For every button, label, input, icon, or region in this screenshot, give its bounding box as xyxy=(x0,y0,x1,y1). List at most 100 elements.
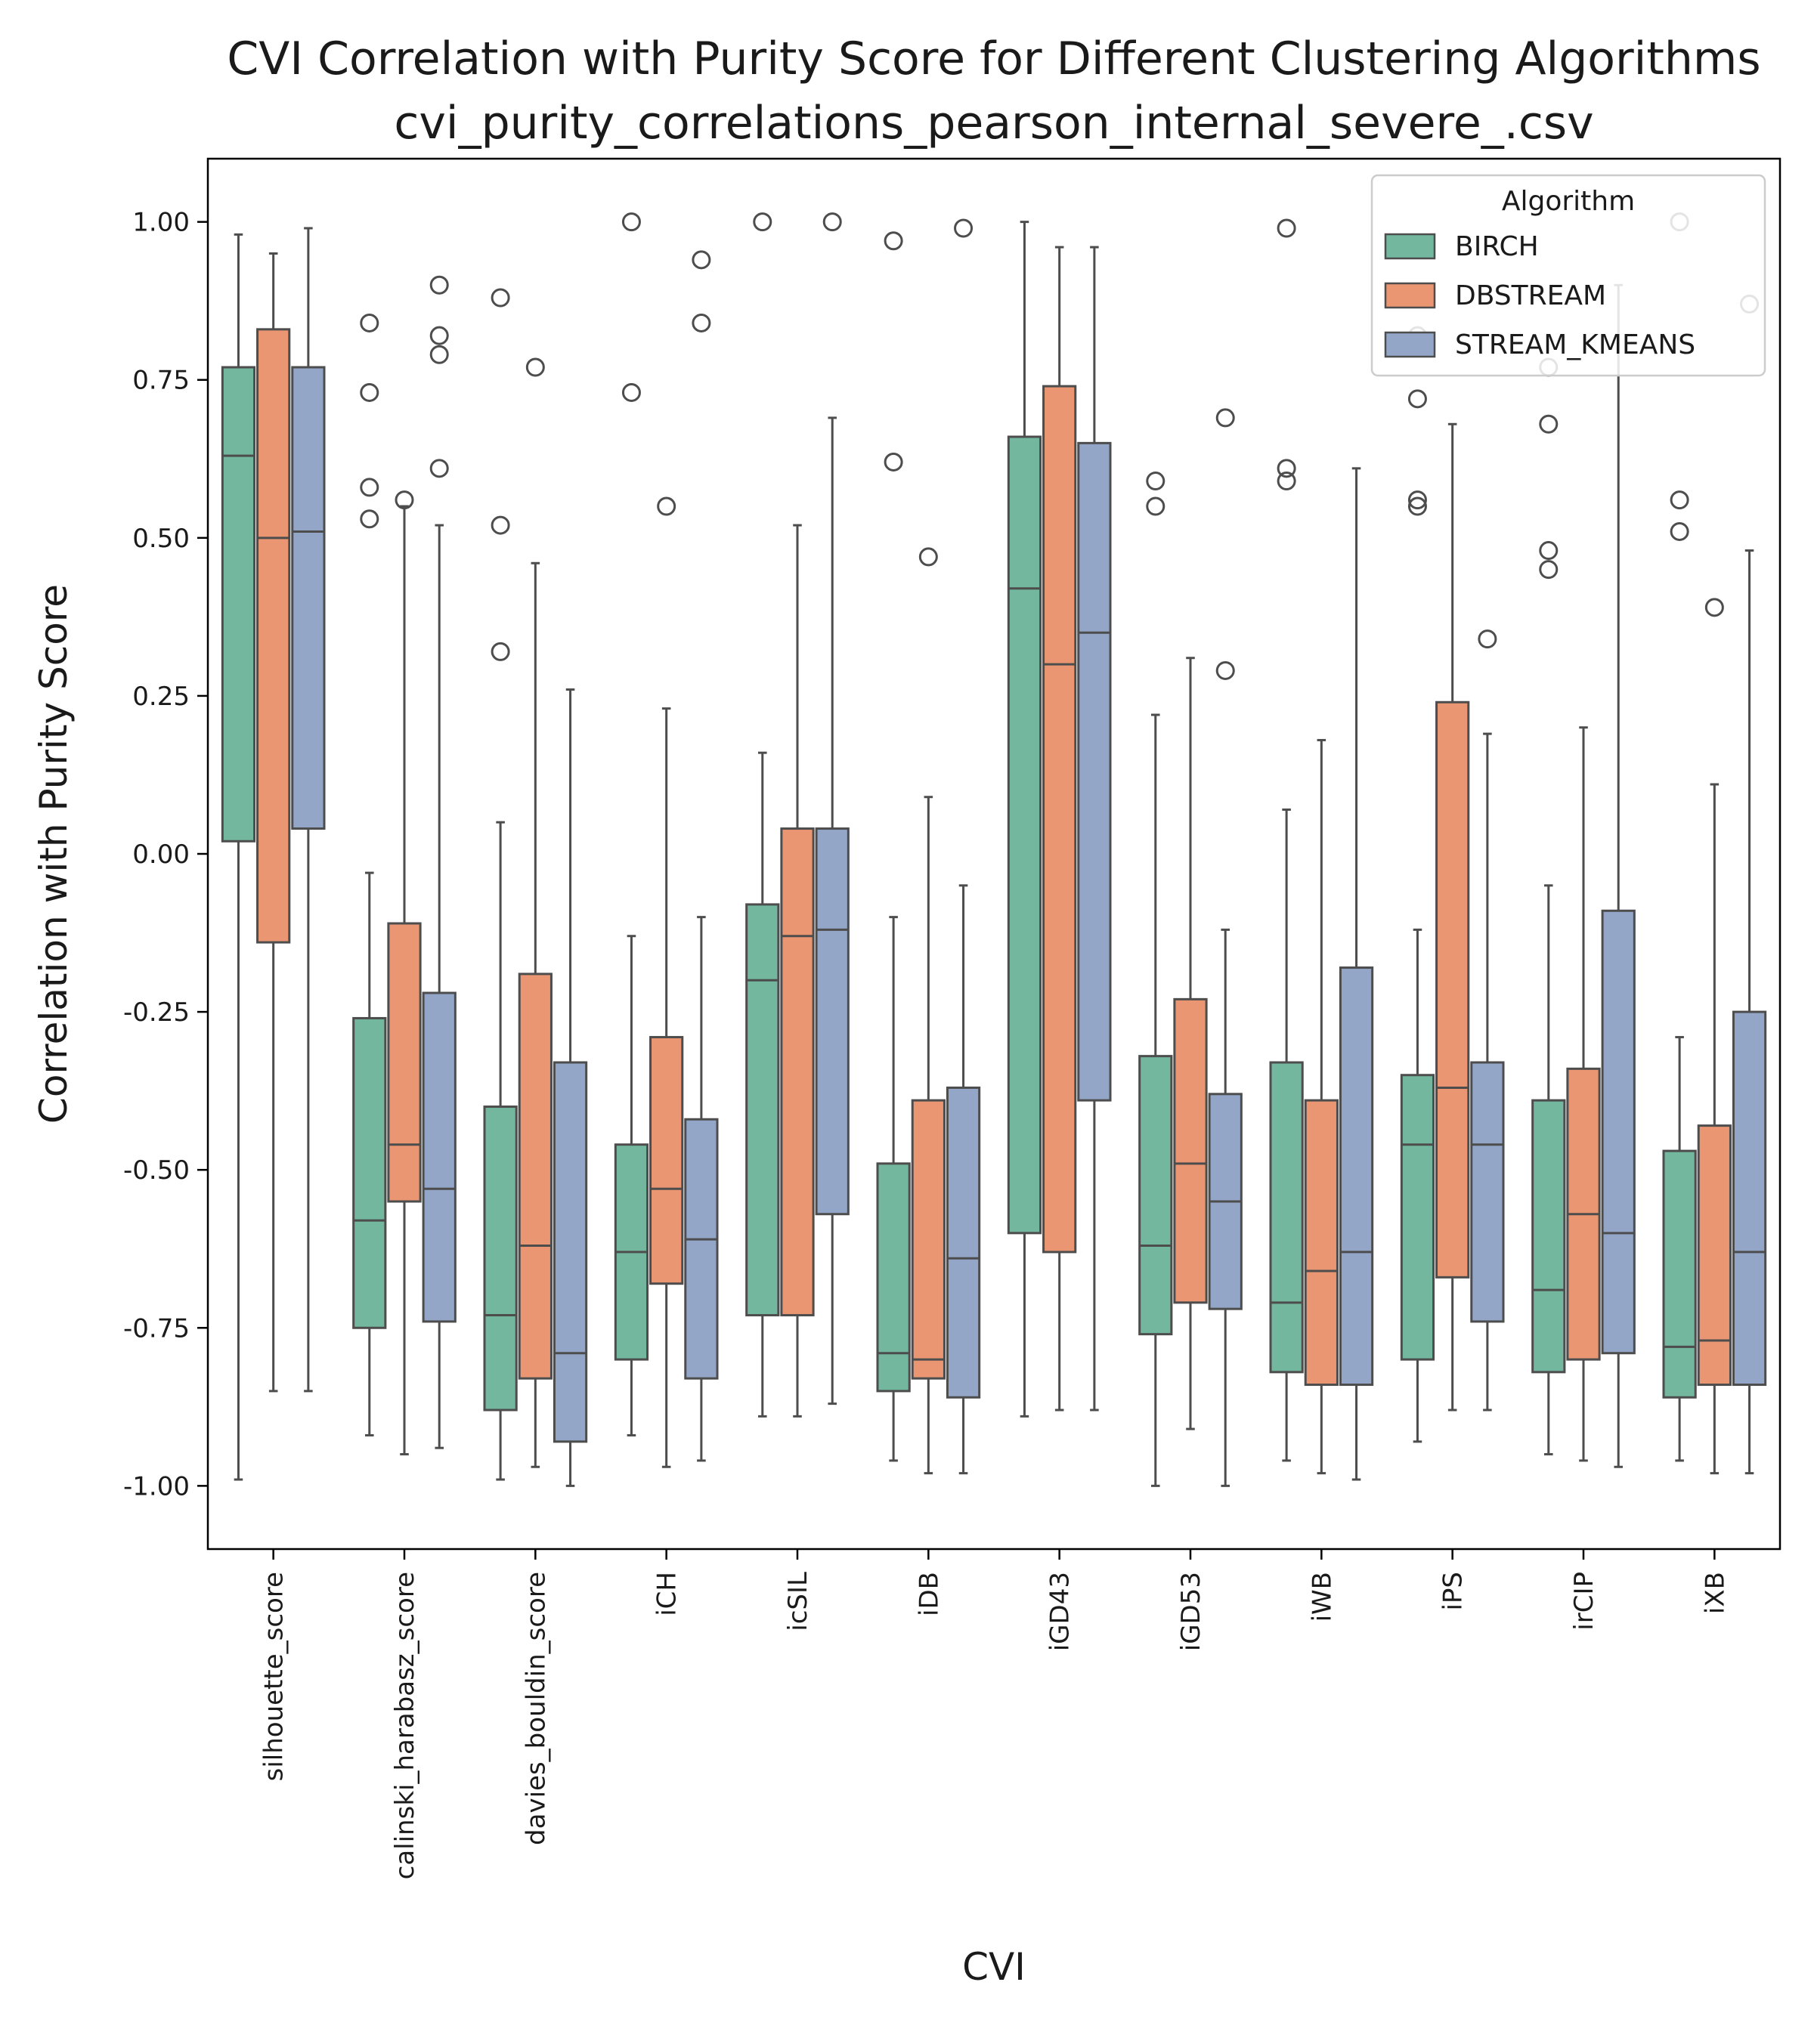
box-iqr xyxy=(1304,1099,1339,1387)
outlier-point xyxy=(753,212,772,232)
outlier-point xyxy=(1146,496,1165,516)
box-birch-iPS xyxy=(1400,326,1435,1443)
box-iqr xyxy=(518,973,553,1380)
box-birch-iGD53 xyxy=(1138,472,1173,1487)
box-dbstream-iGD43 xyxy=(1042,246,1077,1412)
outlier-point xyxy=(1539,541,1559,561)
box-iqr xyxy=(1077,441,1112,1102)
outlier-point xyxy=(1146,472,1165,491)
x-tick-label: calinski_harabasz_score xyxy=(390,1572,420,1879)
legend-swatch-birch xyxy=(1384,233,1436,260)
box-stream_kmeans-iGD43 xyxy=(1077,246,1112,1412)
outlier-point xyxy=(884,452,903,472)
outlier-point xyxy=(429,275,449,295)
box-stream_kmeans-iWB xyxy=(1339,467,1374,1481)
outlier-point xyxy=(1670,490,1689,510)
outlier-point xyxy=(1539,560,1559,580)
box-birch-iWB xyxy=(1269,218,1304,1462)
box-stream_kmeans-irCIP xyxy=(1601,283,1636,1468)
box-stream_kmeans-iXB xyxy=(1732,294,1767,1475)
box-iqr xyxy=(483,1105,518,1412)
box-iqr xyxy=(1173,997,1208,1304)
box-birch-iCH xyxy=(614,212,649,1436)
box-dbstream-calinski_harabasz_score xyxy=(387,490,422,1456)
box-iqr xyxy=(911,1099,946,1380)
outlier-point xyxy=(692,250,711,270)
box-iqr xyxy=(1400,1074,1435,1361)
outlier-point xyxy=(918,547,938,567)
box-iqr xyxy=(1601,909,1636,1355)
outlier-point xyxy=(491,288,510,308)
x-tick-label: icSIL xyxy=(783,1572,813,1631)
box-iqr xyxy=(1269,1061,1304,1374)
outlier-point xyxy=(360,382,379,402)
outlier-point xyxy=(621,382,641,402)
outlier-point xyxy=(822,212,842,232)
box-dbstream-iGD53 xyxy=(1173,657,1208,1430)
legend-swatch-dbstream xyxy=(1384,282,1436,309)
outlier-point xyxy=(1277,218,1296,238)
box-stream_kmeans-silhouette_score xyxy=(291,227,326,1393)
x-tick-label: iWB xyxy=(1307,1572,1337,1622)
chart-title-line1: CVI Correlation with Purity Score for Di… xyxy=(227,32,1760,85)
box-stream_kmeans-iPS xyxy=(1470,629,1505,1412)
box-stream_kmeans-iGD53 xyxy=(1208,408,1243,1487)
box-iqr xyxy=(815,827,850,1216)
box-dbstream-icSIL xyxy=(780,524,815,1418)
box-dbstream-iPS xyxy=(1435,422,1470,1412)
y-tick-label: -0.50 xyxy=(123,1155,190,1186)
box-dbstream-irCIP xyxy=(1566,726,1601,1462)
outlier-point xyxy=(429,345,449,364)
x-tick-label: irCIP xyxy=(1569,1572,1599,1631)
box-birch-icSIL xyxy=(745,212,780,1418)
plot-frame xyxy=(206,157,1781,1551)
box-iqr xyxy=(221,366,256,843)
outlier-point xyxy=(1277,459,1296,478)
box-iqr xyxy=(1531,1099,1566,1374)
legend-label-stream_kmeans: STREAM_KMEANS xyxy=(1455,329,1695,360)
outlier-point xyxy=(360,313,379,332)
outlier-point xyxy=(1478,629,1497,649)
box-iqr xyxy=(946,1086,981,1399)
box-iqr xyxy=(1042,385,1077,1254)
box-iqr xyxy=(387,922,422,1203)
box-birch-iGD43 xyxy=(1007,221,1042,1418)
outlier-point xyxy=(429,326,449,345)
box-iqr xyxy=(684,1118,719,1380)
outlier-point xyxy=(1704,598,1724,617)
box-iqr xyxy=(256,328,291,944)
y-axis-label: Correlation with Purity Score xyxy=(32,584,76,1124)
outlier-point xyxy=(1407,490,1427,510)
box-iqr xyxy=(553,1061,588,1443)
y-tick-label: 0.50 xyxy=(132,524,190,554)
box-stream_kmeans-davies_bouldin_score xyxy=(553,688,588,1487)
box-dbstream-iWB xyxy=(1304,738,1339,1475)
y-tick-label: 0.75 xyxy=(132,366,190,396)
box-iqr xyxy=(352,1016,387,1329)
y-tick-label: 1.00 xyxy=(132,208,190,238)
y-tick-label: -0.25 xyxy=(123,997,190,1028)
box-birch-irCIP xyxy=(1531,357,1566,1456)
box-iqr xyxy=(1732,1010,1767,1387)
box-dbstream-silhouette_score xyxy=(256,252,291,1393)
box-iqr xyxy=(649,1036,684,1285)
outlier-point xyxy=(1215,408,1235,428)
x-tick-label: iGD53 xyxy=(1176,1572,1206,1651)
box-iqr xyxy=(745,903,780,1317)
box-stream_kmeans-calinski_harabasz_score xyxy=(422,275,457,1449)
box-birch-calinski_harabasz_score xyxy=(352,313,387,1436)
outlier-point xyxy=(429,459,449,478)
x-tick-label: iGD43 xyxy=(1045,1572,1076,1651)
box-iqr xyxy=(1435,700,1470,1279)
legend-frame xyxy=(1370,174,1766,377)
legend-title: Algorithm xyxy=(1502,186,1635,217)
x-tick-label: iCH xyxy=(652,1572,683,1616)
outlier-point xyxy=(1215,660,1235,680)
box-birch-iXB xyxy=(1662,212,1697,1462)
legend-swatch-stream_kmeans xyxy=(1384,331,1436,358)
box-dbstream-iDB xyxy=(911,547,946,1475)
box-birch-iDB xyxy=(876,231,911,1462)
box-iqr xyxy=(1470,1061,1505,1323)
box-iqr xyxy=(780,827,815,1317)
